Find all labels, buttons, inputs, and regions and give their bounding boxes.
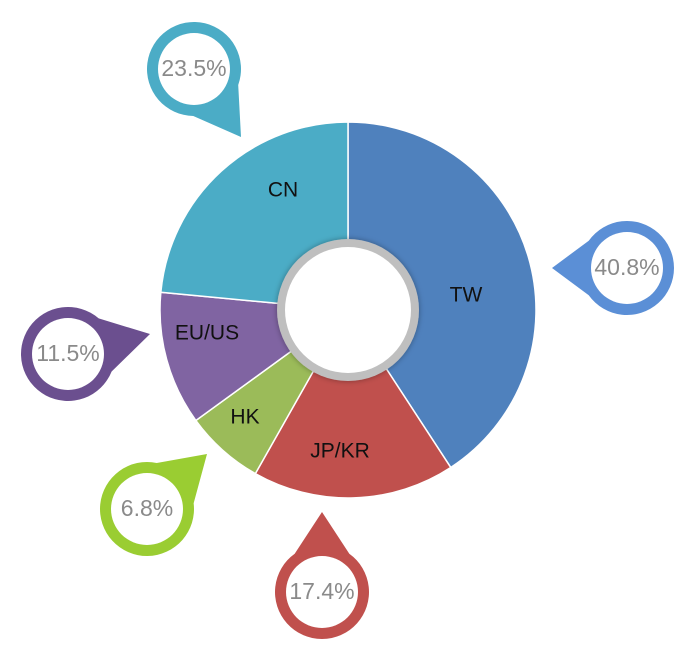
slice-label-eu-us: EU/US: [175, 322, 239, 345]
value-callout-jp-kr: 17.4%: [275, 512, 369, 639]
slice-label-hk: HK: [230, 406, 259, 429]
slices-group: [159, 121, 537, 499]
donut-hole: [277, 239, 419, 381]
callout-inner-circle: [158, 33, 230, 105]
value-callout-hk: 6.8%: [99, 454, 207, 556]
callout-inner-circle: [286, 556, 358, 628]
callout-inner-circle: [32, 318, 104, 390]
slice-label-cn: CN: [268, 179, 298, 202]
value-label-eu-us: 11.5%: [36, 340, 100, 366]
slice-label-jp-kr: JP/KR: [310, 440, 370, 463]
slice-label-tw: TW: [450, 284, 483, 307]
value-callouts-group: 40.8% 17.4% 6.8% 11.5% 23.5%: [20, 21, 674, 639]
value-label-tw: 40.8%: [594, 254, 659, 280]
value-label-jp-kr: 17.4%: [289, 578, 354, 604]
slice-labels-group: TW JP/KR HK EU/US CN: [175, 179, 483, 463]
value-label-cn: 23.5%: [161, 55, 226, 81]
value-callout-eu-us: 11.5%: [20, 307, 151, 401]
callout-inner-circle: [591, 232, 663, 304]
value-callout-cn: 23.5%: [147, 21, 241, 137]
callout-inner-circle: [111, 473, 183, 545]
value-label-hk: 6.8%: [121, 495, 173, 521]
value-callout-tw: 40.8%: [552, 221, 674, 315]
